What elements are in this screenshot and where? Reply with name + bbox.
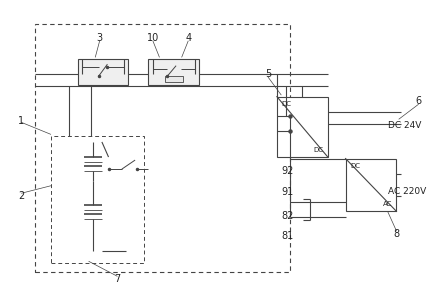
Text: 91: 91 xyxy=(281,187,293,197)
Text: DC: DC xyxy=(281,101,291,107)
Text: DC: DC xyxy=(313,146,323,153)
Text: 2: 2 xyxy=(18,191,24,201)
Text: 1: 1 xyxy=(18,116,24,126)
Text: 92: 92 xyxy=(281,165,293,176)
Text: DC 24V: DC 24V xyxy=(388,121,421,130)
Text: 6: 6 xyxy=(416,96,422,106)
Bar xyxy=(78,59,128,85)
Text: 8: 8 xyxy=(393,229,400,239)
Bar xyxy=(277,97,328,157)
Text: 4: 4 xyxy=(185,33,191,43)
Text: 81: 81 xyxy=(281,230,293,241)
Bar xyxy=(346,159,396,211)
Text: AC: AC xyxy=(383,201,392,207)
Text: 5: 5 xyxy=(265,69,271,79)
Text: 10: 10 xyxy=(147,33,159,43)
Text: AC 220V: AC 220V xyxy=(388,187,426,196)
Text: 3: 3 xyxy=(97,33,103,43)
Text: 82: 82 xyxy=(281,211,293,221)
Bar xyxy=(35,24,290,272)
Text: DC: DC xyxy=(350,163,360,169)
Bar xyxy=(51,136,144,263)
Text: 7: 7 xyxy=(114,274,120,284)
Bar xyxy=(148,59,199,85)
Bar xyxy=(165,76,183,82)
